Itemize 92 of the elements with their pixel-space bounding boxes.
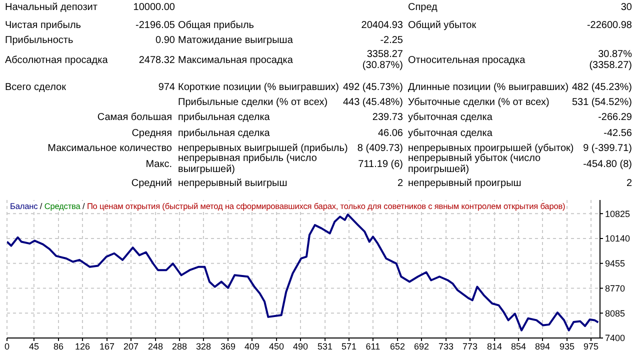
text: непрерывный выигрыш: [178, 178, 288, 188]
annotation: /: [40, 201, 42, 211]
text: 2: [397, 176, 403, 190]
x-tick-label: 369: [220, 341, 236, 352]
text: 531 (54.52%): [572, 96, 632, 108]
x-tick-label: 86: [54, 341, 64, 352]
text: 30.87% (3358.27): [588, 48, 632, 72]
x-tick-label: 490: [292, 341, 308, 352]
text: непрерывных выигрышей (прибыль): [178, 142, 348, 154]
text: 46.06: [378, 128, 403, 138]
text: непрерывный убыток (число проигрышей): [408, 153, 541, 176]
x-tick-label: 45: [28, 341, 39, 352]
text: 10000.00: [133, 0, 175, 14]
x-tick-label: 854: [511, 341, 526, 352]
annotation: По ценам открытия (быстрый метод на сформировавшихся барах, только для советников с явным контролем открытия баров): [86, 201, 566, 211]
text: Всего сделок: [5, 80, 66, 94]
x-tick-label: 288: [172, 341, 188, 352]
text: Длинные позиции (% выигравших): [408, 82, 569, 92]
x-tick-label: 207: [123, 341, 139, 352]
text: прибыльная сделка: [178, 128, 270, 138]
text: Чистая прибыль: [5, 20, 81, 30]
text: Средняя: [132, 128, 172, 138]
y-tick-label: 7400: [605, 333, 626, 344]
text: 20404.93: [361, 20, 403, 30]
text: Убыточные сделки (% от всех): [408, 96, 550, 108]
text: Абсолютная просадка: [5, 54, 108, 68]
text: -2196.05: [136, 20, 175, 30]
text: Начальный депозит: [5, 0, 98, 14]
text: -2.25: [380, 34, 403, 46]
text: -22600.98: [586, 18, 632, 32]
text: 443 (45.48%): [342, 96, 403, 108]
x-tick-label: 611: [366, 341, 380, 352]
text: Короткие позиции (% выигравших): [178, 82, 339, 92]
y-tick-label: 8770: [605, 283, 626, 294]
text: 974: [158, 80, 175, 94]
text: убыточная сделка: [408, 128, 492, 138]
x-tick-label: 571: [342, 341, 357, 352]
text: 239.73: [372, 112, 403, 122]
x-tick-label: 692: [414, 341, 430, 352]
y-tick-label: 8085: [605, 308, 626, 318]
x-tick-label: 126: [74, 341, 90, 352]
text: 9 (-399.71): [583, 142, 632, 154]
text: 492 (45.73%): [342, 82, 403, 92]
x-tick-label: 773: [462, 341, 478, 352]
y-tick-label: 10140: [605, 234, 630, 244]
text: непрерывный проигрыш: [408, 178, 522, 188]
text: -266.29: [598, 112, 632, 122]
text: 2478.32: [138, 54, 175, 68]
text: Спред: [408, 0, 438, 14]
text: непрерывных проигрышей (убыток): [408, 142, 574, 154]
text: прибыльная сделка: [178, 112, 270, 122]
x-tick-label: 733: [438, 341, 454, 352]
text: Макс.: [146, 158, 172, 172]
text: 8 (409.73): [357, 142, 403, 154]
x-tick-label: 248: [148, 341, 164, 352]
text: Прибыльность: [5, 34, 74, 46]
text: Прибыльные сделки (% от всех): [178, 96, 328, 108]
x-tick-label: 167: [100, 341, 115, 352]
y-tick-label: 10825: [605, 208, 630, 219]
annotation: Средства: [44, 201, 80, 211]
text: убыточная сделка: [408, 112, 492, 122]
text: Баланс: [10, 201, 38, 211]
x-tick-label: 935: [560, 341, 575, 352]
x-tick-label: 450: [269, 341, 284, 352]
text: Максимальное количество: [48, 142, 172, 154]
x-tick-label: 975: [584, 341, 599, 352]
x-tick-label: 328: [196, 341, 211, 352]
text: Общая прибыль: [178, 20, 254, 30]
text: 2: [626, 176, 632, 190]
x-tick-label: 409: [244, 341, 260, 352]
text: /: [82, 201, 85, 211]
text: 30: [620, 0, 632, 14]
x-tick-label: 814: [487, 341, 502, 352]
y-tick-label: 9455: [605, 258, 626, 269]
text: Самая большая: [97, 110, 172, 124]
text: 3358.27 (30.87%): [361, 48, 403, 72]
text: Относительная просадка: [408, 54, 526, 68]
text: 0.90: [156, 34, 175, 46]
text: Максимальная просадка: [178, 54, 293, 68]
text: -454.80 (8): [583, 158, 632, 172]
text: Средний: [131, 176, 172, 190]
line-series: [7, 214, 600, 332]
x-tick-label: 652: [390, 341, 406, 352]
text: Матожидание выигрыша: [178, 34, 293, 46]
text: -42.56: [604, 128, 632, 138]
text: 711.19 (6): [358, 158, 403, 172]
x-tick-label: 894: [534, 341, 550, 352]
text: непрерывная прибыль (число выигрышей): [178, 153, 317, 176]
text: Общий убыток: [408, 18, 476, 32]
text: 482 (45.23%): [572, 82, 632, 92]
x-tick-label: 531: [318, 341, 333, 352]
x-tick-label: 0: [4, 341, 10, 352]
